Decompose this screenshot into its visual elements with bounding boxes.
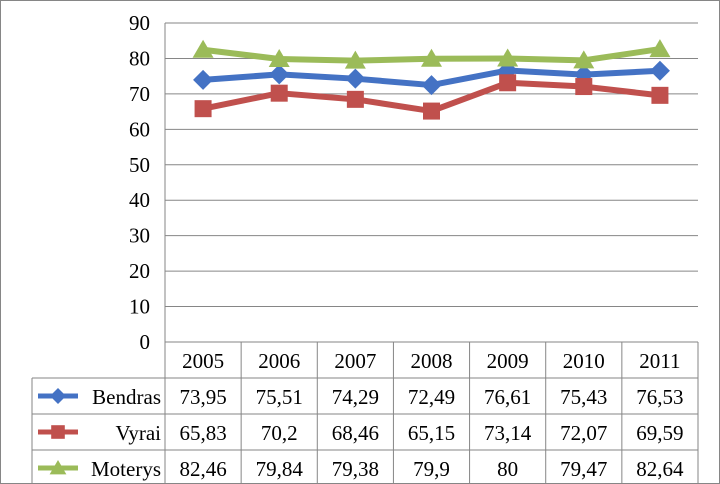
data-point-triangle [573,50,595,69]
data-table-value: 72,49 [408,385,455,409]
y-tick-label: 0 [140,330,151,354]
data-table-value: 73,95 [179,385,226,409]
data-point-triangle [649,39,671,58]
y-tick-label: 80 [129,46,150,70]
legend-series-name: Vyrai [116,421,162,445]
data-point-square [499,74,517,92]
data-table-value: 82,64 [636,457,684,481]
data-point-square [651,86,669,104]
legend-series-name: Moterys [91,457,161,481]
data-table-value: 68,46 [332,421,379,445]
data-point-diamond [345,68,366,89]
data-point-square [194,100,212,118]
y-tick-label: 30 [129,224,150,248]
x-category-label: 2006 [258,349,300,373]
y-tick-label: 60 [129,117,150,141]
x-category-label: 2009 [487,349,529,373]
data-table-value: 74,29 [332,385,379,409]
data-table-value: 79,9 [413,457,450,481]
legend-key-moterys [38,460,78,475]
data-table-value: 79,84 [256,457,304,481]
data-table-value: 79,47 [560,457,607,481]
data-table-value: 75,51 [256,385,303,409]
legend-key-vyrai [38,425,78,439]
x-category-label: 2008 [411,349,453,373]
x-category-label: 2011 [639,349,680,373]
data-point-diamond [269,64,290,85]
data-point-square [575,78,593,96]
x-category-label: 2007 [334,349,376,373]
x-category-label: 2010 [563,349,605,373]
data-table-value: 72,07 [560,421,607,445]
data-table-value: 65,15 [408,421,455,445]
data-table-value: 73,14 [484,421,532,445]
y-tick-label: 40 [129,188,150,212]
series-vyrai [194,74,669,120]
data-table-value: 80 [497,457,518,481]
y-tick-label: 20 [129,259,150,283]
data-point-diamond [421,75,442,96]
data-table-value: 69,59 [636,421,683,445]
data-point-triangle [421,48,442,67]
data-table-value: 75,43 [560,385,607,409]
data-table-value: 76,53 [636,385,683,409]
data-point-diamond [649,60,670,81]
data-point-square [423,102,440,120]
data-point-triangle [268,49,290,68]
data-point-square [270,84,288,102]
data-point-triangle [344,50,366,69]
series-bendras [193,60,670,96]
series-moterys [192,39,671,69]
data-table-value: 70,2 [261,421,298,445]
data-table-grid [31,341,699,484]
y-tick-label: 50 [129,153,150,177]
y-tick-label: 90 [129,11,150,35]
legend-series-name: Bendras [92,385,161,409]
data-point-square [346,90,364,108]
data-point-triangle [192,39,214,58]
legend-key-bendras [38,388,78,404]
data-table-value: 65,83 [179,421,226,445]
x-category-label: 2005 [182,349,224,373]
y-tick-label: 10 [129,295,150,319]
data-point-diamond [193,69,214,90]
data-table-value: 82,46 [179,457,226,481]
data-point-square [51,425,65,439]
data-table-value: 76,61 [484,385,531,409]
gridlines [165,22,698,308]
data-table-value: 79,38 [332,457,379,481]
data-point-triangle [49,460,67,475]
data-point-diamond [50,388,66,404]
data-point-triangle [497,48,519,67]
y-tick-label: 70 [129,82,150,106]
